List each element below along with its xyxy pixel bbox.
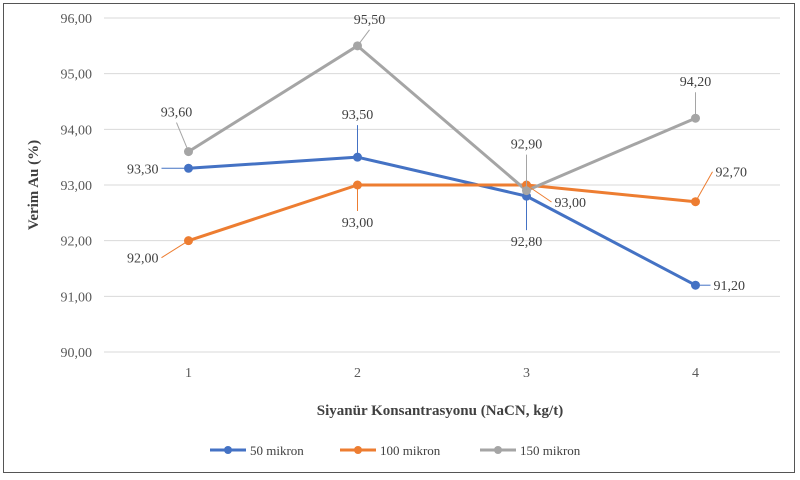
legend-label: 50 mikron [250, 443, 304, 458]
data-label: 93,60 [161, 106, 193, 121]
leader-line [161, 240, 189, 259]
y-tick-label: 90,00 [61, 346, 93, 361]
data-label: 93,50 [342, 108, 374, 123]
data-label: 92,80 [511, 235, 543, 250]
data-labels: 93,30 93,50 92,80 91,20 92,00 93,00 93,00 92,70… [127, 13, 747, 294]
legend-marker-icon [224, 446, 232, 454]
data-label: 95,50 [354, 13, 386, 28]
y-tick-labels: 90,00 91,00 92,00 93,00 94,00 95,00 96,00 [61, 12, 93, 361]
x-tick-label: 1 [185, 366, 192, 381]
legend-marker-icon [354, 446, 362, 454]
chart-frame [3, 3, 795, 473]
legend-item: 150 mikron [480, 443, 581, 458]
leader-line [176, 122, 189, 152]
legend-marker-icon [494, 446, 502, 454]
series-line [188, 155, 697, 287]
legend-label: 100 mikron [380, 443, 441, 458]
x-axis-title: Siyanür Konsantrasyonu (NaCN, kg/t) [317, 403, 563, 419]
leader-line [357, 29, 370, 47]
x-tick-labels: 1 2 3 4 [185, 366, 699, 381]
leader-line [526, 184, 552, 203]
series-group [184, 41, 700, 290]
legend-label: 150 mikron [520, 443, 581, 458]
y-tick-label: 96,00 [61, 12, 93, 27]
x-tick-label: 2 [354, 366, 361, 381]
series-line [187, 44, 697, 193]
data-label: 93,00 [342, 216, 374, 231]
leader-line [695, 171, 713, 202]
series-line [188, 183, 696, 243]
data-label: 93,30 [127, 162, 159, 177]
y-tick-label: 95,00 [61, 68, 93, 83]
data-label: 94,20 [680, 75, 712, 90]
y-tick-label: 94,00 [61, 123, 93, 138]
y-axis-title: Verim Au (%) [26, 140, 42, 230]
x-tick-label: 4 [692, 366, 699, 381]
data-label: 92,90 [511, 138, 543, 153]
legend-item: 50 mikron [210, 443, 304, 458]
x-tick-label: 3 [523, 366, 530, 381]
legend: 50 mikron 100 mikron 150 mikron [210, 443, 581, 458]
y-tick-label: 92,00 [61, 235, 93, 250]
legend-item: 100 mikron [340, 443, 441, 458]
data-label: 92,00 [127, 252, 159, 267]
y-tick-label: 91,00 [61, 290, 93, 305]
data-label: 92,70 [716, 166, 748, 181]
data-label: 93,00 [555, 196, 587, 211]
data-label: 91,20 [714, 279, 746, 294]
y-tick-label: 93,00 [61, 179, 93, 194]
